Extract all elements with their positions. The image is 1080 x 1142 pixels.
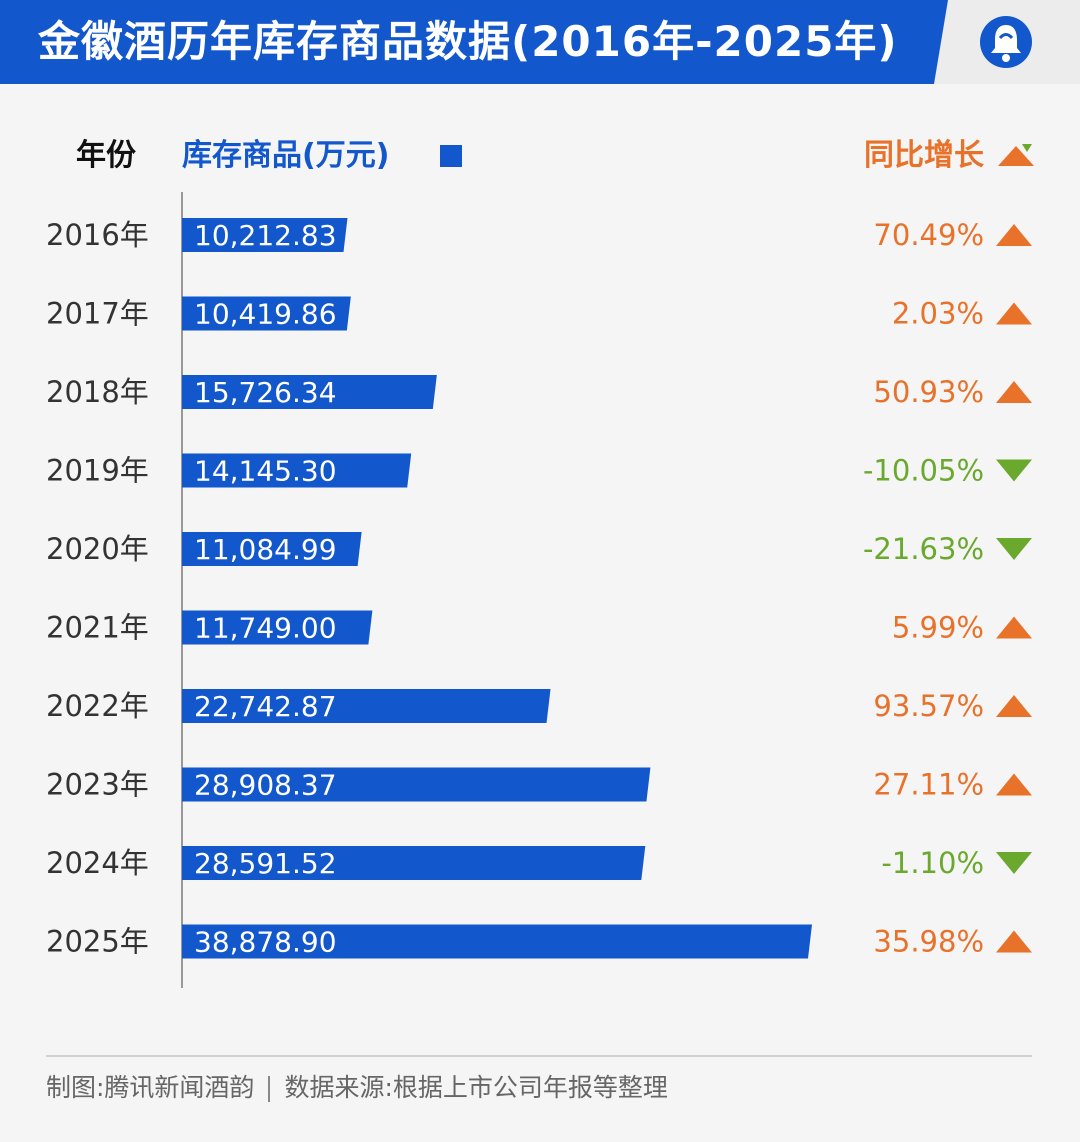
growth-label: 50.93% bbox=[873, 375, 984, 409]
bar-value-label: 11,084.99 bbox=[194, 533, 337, 566]
year-label: 2019年 bbox=[46, 454, 149, 488]
inventory-bar bbox=[182, 610, 373, 645]
year-label: 2025年 bbox=[46, 925, 149, 959]
year-label: 2020年 bbox=[46, 532, 149, 566]
up-arrow-icon bbox=[996, 695, 1032, 717]
down-arrow-icon bbox=[996, 852, 1032, 874]
column-header-year: 年份 bbox=[76, 138, 136, 173]
down-arrow-icon bbox=[996, 459, 1032, 482]
footer-source: 数据来源:根据上市公司年报等整理 bbox=[284, 1073, 668, 1102]
inventory-bar bbox=[182, 453, 412, 488]
up-arrow-icon bbox=[996, 381, 1032, 403]
bar-value-label: 10,419.86 bbox=[194, 298, 337, 331]
inventory-bar bbox=[182, 846, 646, 880]
footer-credit: 制图:腾讯新闻酒韵 bbox=[46, 1073, 255, 1102]
bar-value-label: 28,908.37 bbox=[194, 769, 337, 802]
chart-canvas: 2016年 10,212.83 70.49% 2017年 10,419.86 2.03% 2… bbox=[46, 192, 1032, 988]
bar-value-label: 38,878.90 bbox=[194, 926, 337, 959]
footer-note: 制图:腾讯新闻酒韵 数据来源:根据上市公司年报等整理 bbox=[46, 1068, 668, 1108]
column-header-inventory: 库存商品(万元) bbox=[182, 138, 390, 173]
growth-label: -10.05% bbox=[863, 454, 984, 488]
down-arrow-icon bbox=[996, 538, 1032, 560]
up-arrow-icon bbox=[996, 302, 1032, 325]
inventory-bar-chart: 2016年 10,212.83 70.49% 2017年 10,419.86 2.03% 2… bbox=[0, 190, 1080, 990]
up-arrow-icon bbox=[996, 773, 1032, 796]
header-title-bar bbox=[0, 0, 948, 84]
up-arrow-icon bbox=[996, 616, 1032, 639]
growth-label: -1.10% bbox=[881, 846, 984, 880]
bar-value-label: 22,742.87 bbox=[194, 690, 337, 723]
bar-value-label: 10,212.83 bbox=[194, 219, 337, 252]
year-label: 2018年 bbox=[46, 375, 149, 409]
legend-square-icon bbox=[440, 145, 462, 167]
footer-divider bbox=[46, 1055, 1032, 1057]
growth-label: 35.98% bbox=[873, 925, 984, 959]
up-down-arrow-icon bbox=[998, 144, 1034, 166]
inventory-bar bbox=[182, 218, 348, 252]
year-label: 2016年 bbox=[46, 218, 149, 252]
inventory-bar bbox=[182, 296, 351, 331]
bar-value-label: 11,749.00 bbox=[194, 612, 337, 645]
bar-value-label: 28,591.52 bbox=[194, 847, 337, 880]
growth-label: 70.49% bbox=[873, 218, 984, 252]
inventory-bar bbox=[182, 375, 437, 409]
up-arrow-icon bbox=[996, 930, 1032, 953]
column-header-growth: 同比增长 bbox=[864, 138, 984, 173]
growth-label: 2.03% bbox=[892, 297, 984, 331]
year-label: 2017年 bbox=[46, 297, 149, 331]
inventory-bar bbox=[182, 767, 651, 802]
footer-separator bbox=[268, 1076, 271, 1102]
bell-logo-icon bbox=[980, 16, 1032, 68]
up-arrow-icon bbox=[996, 224, 1032, 246]
header-banner: 金徽酒历年库存商品数据(2016年-2025年) bbox=[0, 0, 1080, 84]
year-label: 2022年 bbox=[46, 689, 149, 723]
growth-label: -21.63% bbox=[863, 532, 984, 566]
inventory-bar bbox=[182, 689, 551, 723]
year-label: 2023年 bbox=[46, 768, 149, 802]
growth-label: 93.57% bbox=[873, 689, 984, 723]
growth-label: 27.11% bbox=[873, 768, 984, 802]
year-label: 2024年 bbox=[46, 846, 149, 880]
inventory-bar bbox=[182, 924, 812, 959]
year-label: 2021年 bbox=[46, 611, 149, 645]
page-title: 金徽酒历年库存商品数据(2016年-2025年) bbox=[38, 17, 898, 66]
bar-value-label: 14,145.30 bbox=[194, 455, 337, 488]
inventory-bar bbox=[182, 532, 362, 566]
bar-value-label: 15,726.34 bbox=[194, 376, 337, 409]
growth-label: 5.99% bbox=[892, 611, 984, 645]
